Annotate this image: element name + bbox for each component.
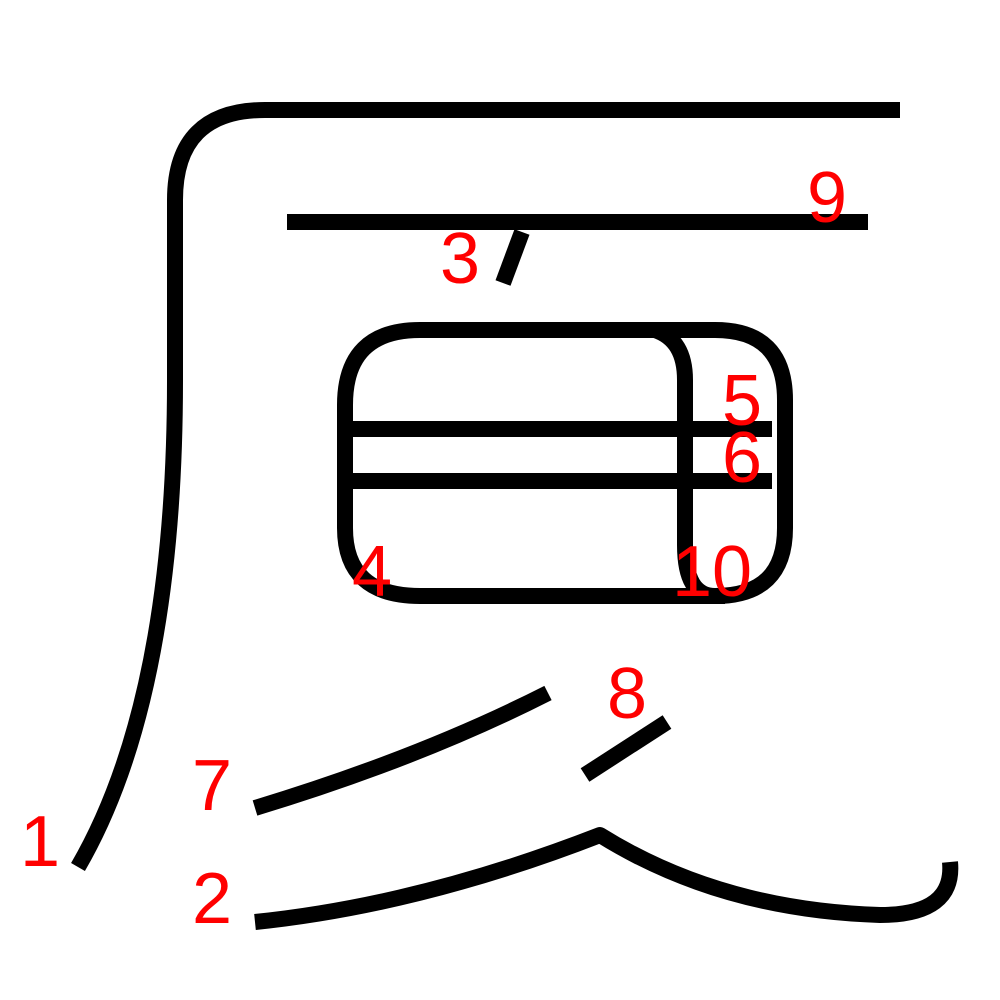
stroke-number-7: 7 xyxy=(192,746,232,826)
stroke-number-1: 1 xyxy=(20,802,60,882)
stroke-4-box-left-and-bottom xyxy=(337,322,725,604)
stroke-7-left-slash xyxy=(252,685,552,816)
stroke-number-labels: 1 2 3 4 5 6 7 8 9 10 xyxy=(20,158,847,939)
stroke-number-8: 8 xyxy=(607,654,647,734)
stroke-3-short-slash xyxy=(495,229,530,286)
stroke-8-short-tick xyxy=(580,715,672,782)
stroke-10-box-top-and-right xyxy=(420,322,793,604)
stroke-number-9: 9 xyxy=(807,158,847,238)
stroke-number-3: 3 xyxy=(440,219,480,299)
stroke-number-10: 10 xyxy=(672,532,752,612)
character-strokes xyxy=(71,102,959,930)
stroke-number-5: 5 xyxy=(722,361,762,441)
stroke-number-2: 2 xyxy=(192,859,232,939)
stroke-1-top-and-left-sweep xyxy=(71,102,900,872)
stroke-number-4: 4 xyxy=(352,532,392,612)
stroke-2-bottom-sweep xyxy=(254,827,959,930)
stroke-number-6: 6 xyxy=(722,418,762,498)
